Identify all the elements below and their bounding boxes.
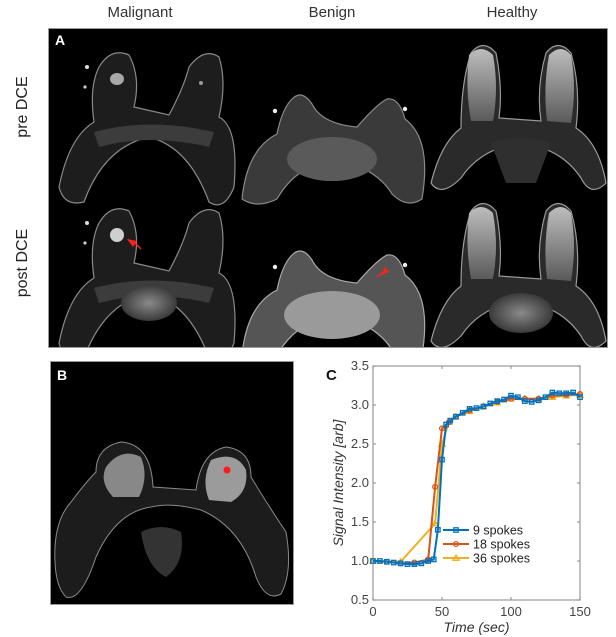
plot-area xyxy=(372,365,581,601)
mri-post-malignant xyxy=(58,208,236,347)
panel-b-mri-roi: B xyxy=(50,361,294,605)
y-tick-label: 0.5 xyxy=(351,592,369,607)
mri-post-benign xyxy=(242,250,426,347)
mri-pre-malignant xyxy=(58,52,236,206)
y-tick-label: 2.0 xyxy=(351,475,369,490)
x-tick-label: 150 xyxy=(569,604,591,619)
row-label-pre-dce: pre DCE xyxy=(14,76,31,138)
legend-entry: 36 spokes xyxy=(473,552,530,566)
y-tick-label: 3.0 xyxy=(351,397,369,412)
signal-intensity-chart: C 0.5 1.0 1.5 2.0 2.5 3.0 3.5 0 50 100 150 Time (sec… xyxy=(326,358,591,635)
legend-entry: 18 spokes xyxy=(473,538,530,552)
mri-grid-image: A xyxy=(55,32,607,347)
y-axis-title: Signal Intensity [arb] xyxy=(330,418,346,546)
panel-a-letter: A xyxy=(55,32,65,48)
legend-entry: 9 spokes xyxy=(473,524,523,538)
y-tick-label: 1.0 xyxy=(351,553,369,568)
panel-b-letter: B xyxy=(57,367,67,383)
mri-roi-image: B xyxy=(54,367,290,598)
y-tick-label: 1.5 xyxy=(351,514,369,529)
mri-pre-healthy xyxy=(430,44,607,190)
panel-a-mri-grid: A xyxy=(48,28,608,348)
column-title-benign: Benign xyxy=(308,4,356,21)
panel-c-signal-chart: C 0.5 1.0 1.5 2.0 2.5 3.0 3.5 0 50 100 150 Time (sec… xyxy=(322,352,616,637)
column-title-malignant: Malignant xyxy=(107,4,173,21)
mri-post-healthy xyxy=(430,202,607,347)
x-tick-label: 50 xyxy=(435,604,449,619)
row-label-post-dce: post DCE xyxy=(14,228,31,298)
mri-pre-benign xyxy=(241,94,426,205)
panel-c-letter: C xyxy=(326,367,337,384)
arrow-malignant-lesion xyxy=(127,239,137,247)
column-title-healthy: Healthy xyxy=(486,4,538,21)
x-tick-label: 0 xyxy=(369,604,376,619)
series-9-spokes xyxy=(370,389,583,567)
roi-marker xyxy=(223,466,231,474)
y-tick-label: 3.5 xyxy=(351,358,369,373)
y-tick-label: 2.5 xyxy=(351,436,369,451)
x-tick-label: 100 xyxy=(500,604,522,619)
x-axis-title: Time (sec) xyxy=(444,619,510,635)
